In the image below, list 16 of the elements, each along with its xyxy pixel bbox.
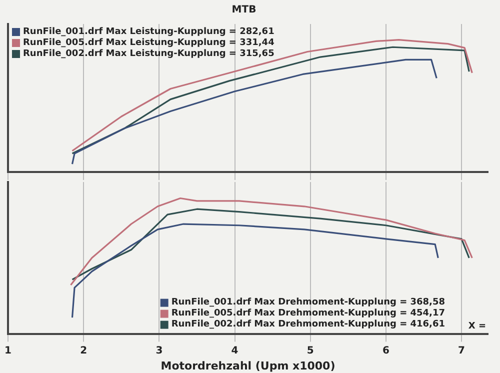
x-tick-label: 1 [4,345,12,356]
annotation: X = [468,322,486,332]
legend-label: RunFile_005.drf Max Drehmoment-Kupplung = 454,17 [171,308,446,319]
x-tick-label: 5 [306,345,314,356]
x-tick-label: 4 [231,345,238,356]
x-axis-title: Motordrehzahl (Upm x1000) [160,359,336,372]
legend-label: RunFile_002.drf Max Drehmoment-Kupplung = 416,61 [171,320,446,330]
legend-label: RunFile_002.drf Max Leistung-Kupplung = 315,65 [23,48,274,59]
x-tick-label: 6 [382,345,390,356]
x-tick-label: 2 [80,345,88,356]
legend-label: RunFile_005.drf Max Leistung-Kupplung = 331,44 [23,38,274,48]
legend-label: RunFile_001.drf Max Drehmoment-Kupplung = 368,58 [171,298,446,308]
x-tick-label: 3 [156,345,163,356]
chart-title: MTB [232,4,256,16]
legend-label: RunFile_001.drf Max Leistung-Kupplung = 282,61 [23,26,274,37]
x-tick-label: 7 [458,345,466,356]
